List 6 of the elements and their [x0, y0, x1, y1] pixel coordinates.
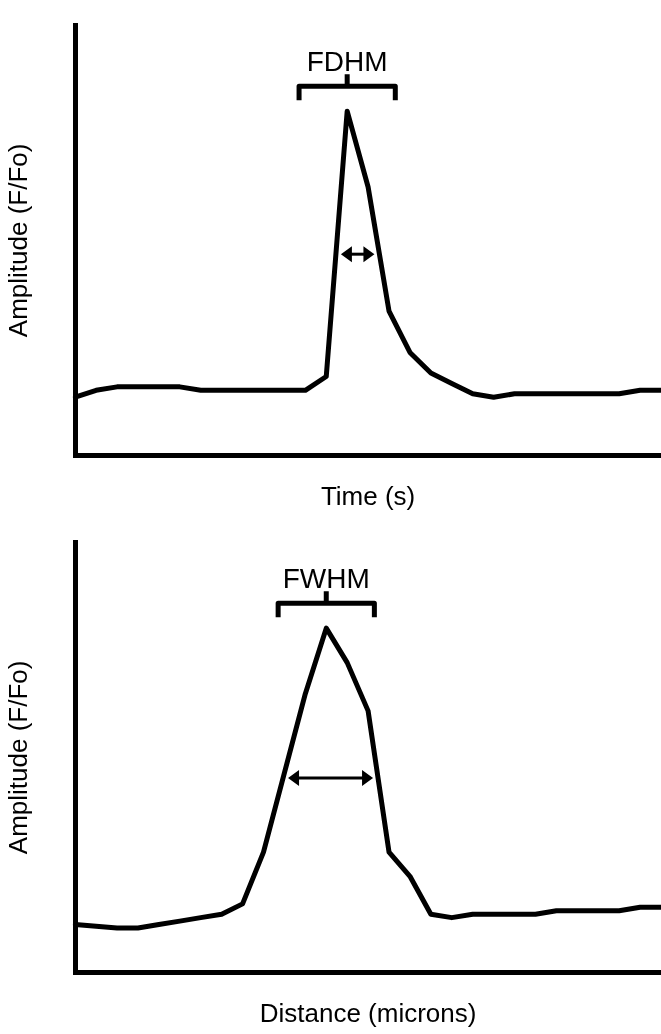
x-axis-title: Distance (microns): [259, 997, 477, 1028]
text: FDHM: [306, 46, 388, 78]
x-axis-title: Time (s): [320, 480, 416, 511]
y-axis-title: Amplitude (F/Fo): [2, 143, 33, 338]
text: FWHM: [282, 563, 370, 595]
y-axis-title: Amplitude (F/Fo): [2, 660, 33, 855]
